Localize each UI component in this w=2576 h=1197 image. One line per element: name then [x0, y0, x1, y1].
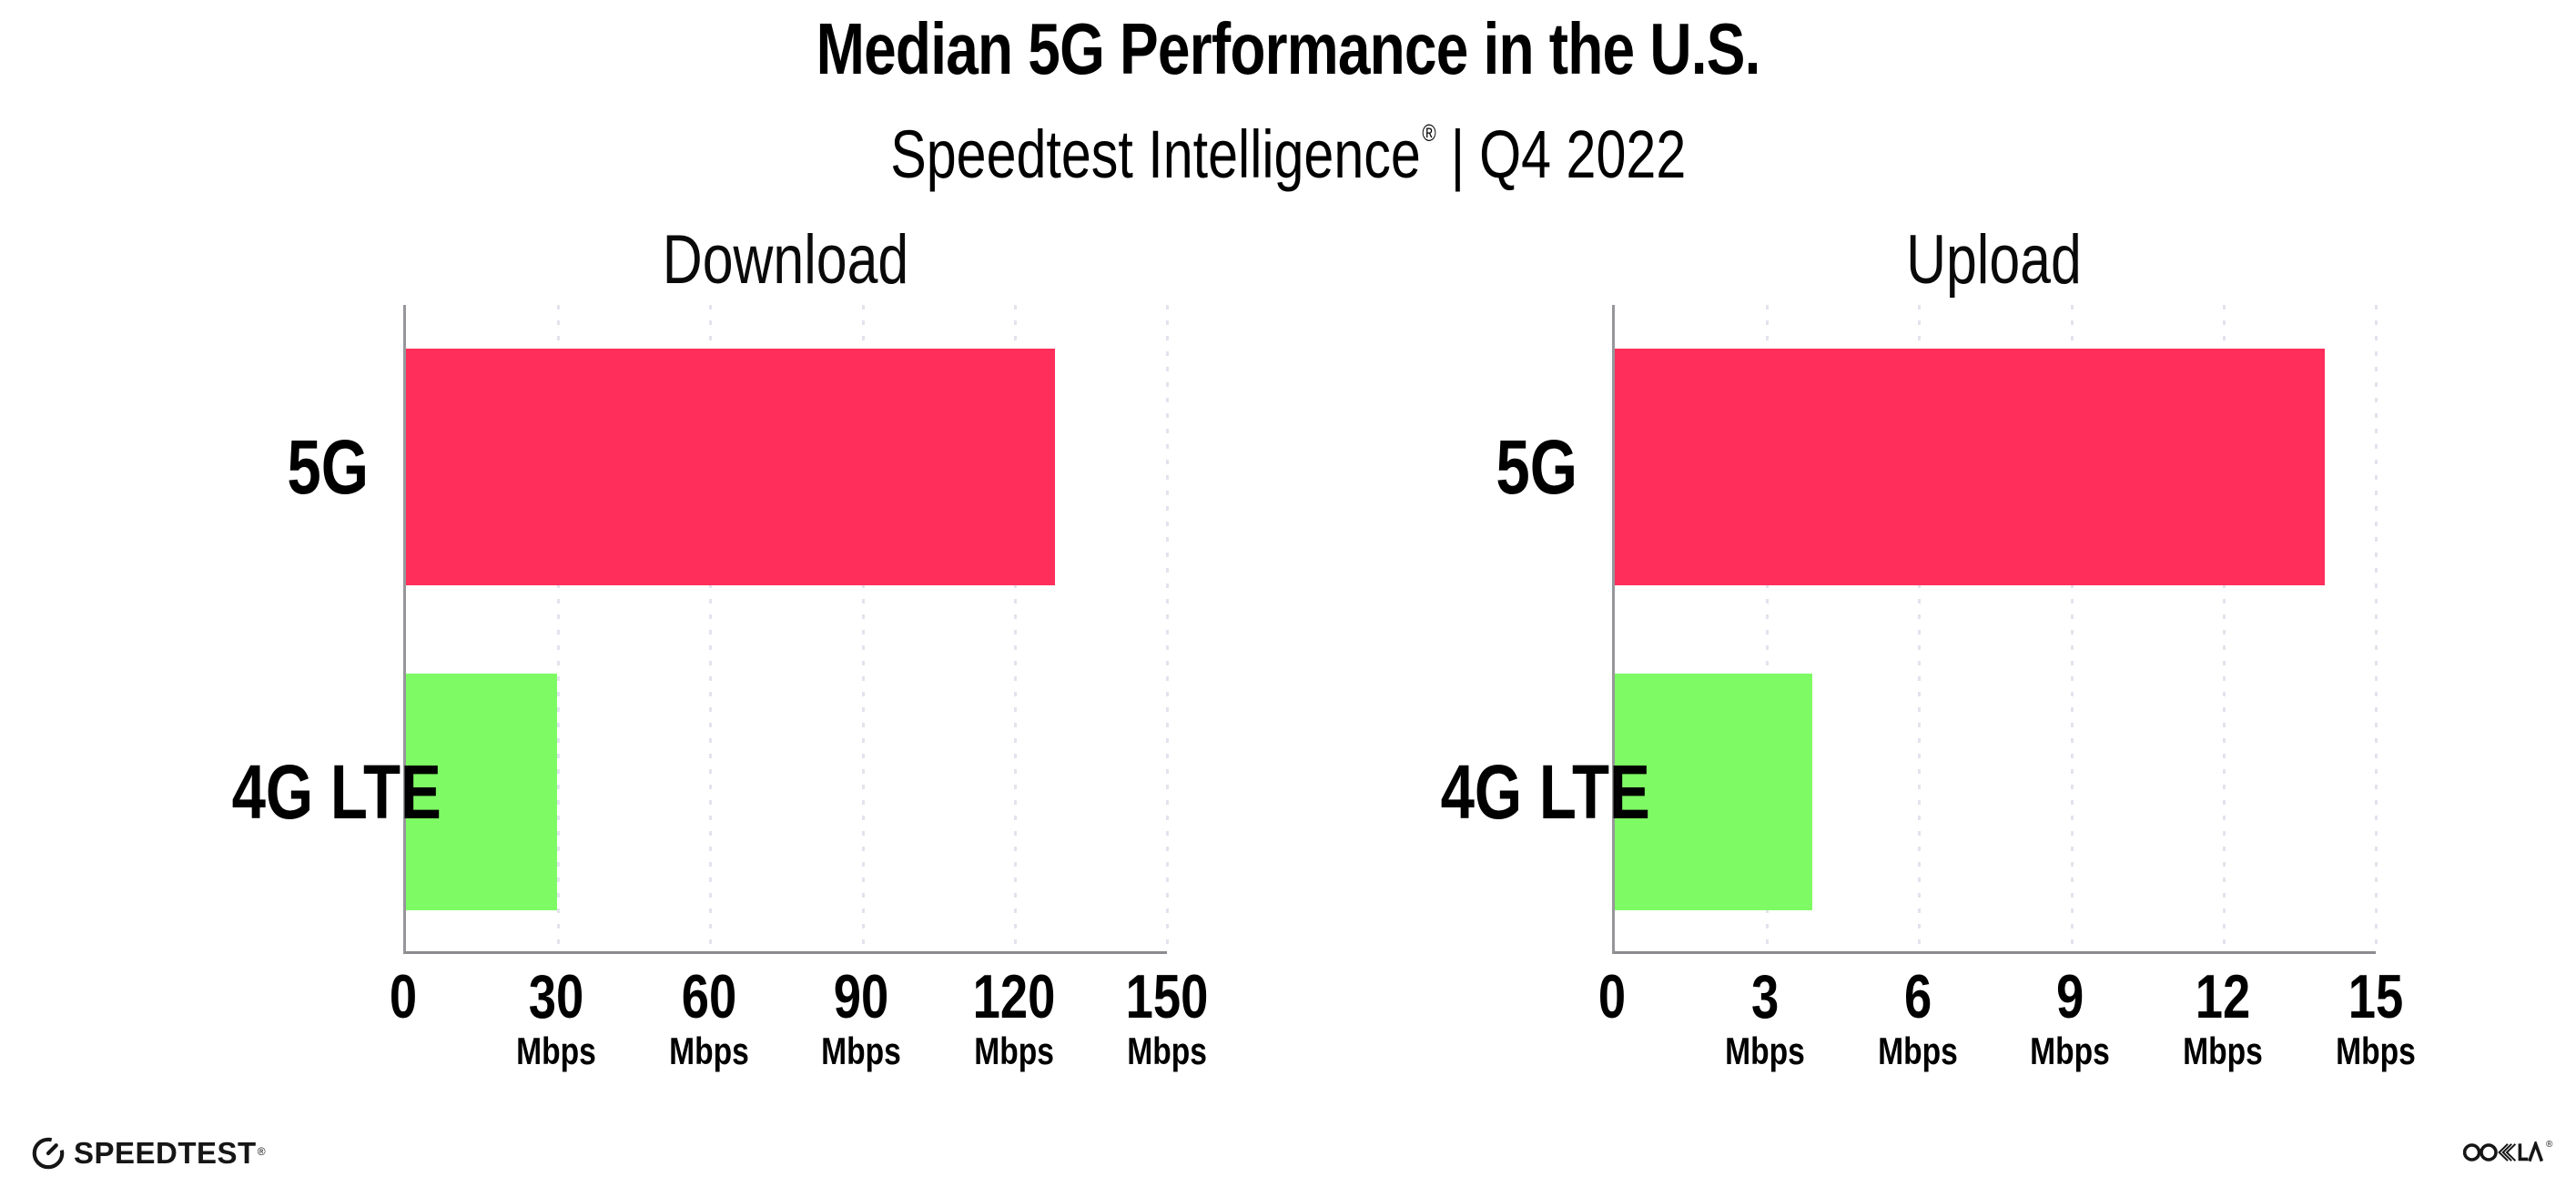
bar-5g-download: [406, 349, 1056, 586]
bar-4g-lte-download: [406, 673, 557, 910]
x-tick-60: 60 Mbps: [668, 962, 749, 1072]
category-label-4g-lte: 4G LTE: [231, 748, 441, 835]
category-label-5g: 5G: [287, 424, 369, 511]
x-tick-12: 12 Mbps: [2183, 962, 2264, 1072]
category-label-5g: 5G: [1496, 424, 1577, 511]
gridline-15: [2375, 305, 2378, 951]
upload-chart-title: Upload: [1906, 221, 2082, 299]
upload-chart: Upload 0 3 Mbps 6 Mbps 9 Mbps 12 Mbps 15 Mbps 5G 4G…: [1388, 218, 2416, 1115]
gridline-150: [1166, 305, 1169, 951]
page-subtitle: Speedtest Intelligence® | Q4 2022: [0, 91, 2576, 197]
gridline-3: [1766, 305, 1770, 951]
subtitle-brand: Speedtest Intelligence: [890, 117, 1421, 192]
bar-4g-lte-upload: [1615, 673, 1813, 910]
x-tick-9: 9 Mbps: [2030, 962, 2111, 1072]
upload-plot-area: [1612, 305, 2378, 954]
gridline-9: [2070, 305, 2074, 951]
x-tick-150: 150 Mbps: [1125, 962, 1209, 1072]
x-tick-15: 15 Mbps: [2336, 962, 2416, 1072]
speedtest-logo: SPEEDTEST®: [31, 1136, 267, 1171]
ookla-wordmark-icon: [2463, 1141, 2543, 1162]
x-tick-0: 0: [389, 962, 418, 1031]
x-tick-3: 3 Mbps: [1724, 962, 1805, 1072]
download-chart-title: Download: [662, 221, 908, 299]
page-title: Median 5G Performance in the U.S.: [0, 7, 2576, 91]
x-tick-0: 0: [1597, 962, 1627, 1031]
category-label-4g-lte: 4G LTE: [1440, 748, 1650, 835]
x-tick-30: 30 Mbps: [515, 962, 596, 1072]
x-tick-6: 6 Mbps: [1877, 962, 1958, 1072]
gridline-60: [709, 305, 713, 951]
x-tick-90: 90 Mbps: [821, 962, 902, 1072]
speedtest-registered-mark: ®: [257, 1145, 267, 1158]
gridline-90: [861, 305, 865, 951]
upload-x-axis: 0 3 Mbps 6 Mbps 9 Mbps 12 Mbps 15 Mbps: [1598, 962, 2416, 1112]
download-plot-area: [403, 305, 1169, 954]
download-x-axis: 0 30 Mbps 60 Mbps 90 Mbps 120 Mbps 150 Mbps: [390, 962, 1209, 1112]
registered-trademark-mark: ®: [1422, 119, 1436, 147]
bar-5g-upload: [1615, 349, 2326, 586]
ookla-logo: ®: [2463, 1140, 2553, 1163]
gridline-12: [2222, 305, 2226, 951]
gridline-30: [557, 305, 561, 951]
ookla-registered-mark: ®: [2546, 1140, 2553, 1150]
gridline-120: [1013, 305, 1017, 951]
subtitle-separator: |: [1450, 117, 1465, 192]
speedtest-gauge-icon: [32, 1137, 65, 1170]
subtitle-period: Q4 2022: [1478, 117, 1686, 192]
page-title-text: Median 5G Performance in the U.S.: [816, 8, 1761, 89]
gridline-6: [1918, 305, 1922, 951]
speedtest-wordmark: SPEEDTEST®: [74, 1136, 267, 1170]
download-chart: Download 0 30 Mbps 60 Mbps 90 Mbps 120 Mbps 150 Mb…: [179, 218, 1209, 1115]
page-subtitle-text: Speedtest Intelligence® | Q4 2022: [890, 91, 1686, 197]
x-tick-120: 120 Mbps: [972, 962, 1056, 1072]
